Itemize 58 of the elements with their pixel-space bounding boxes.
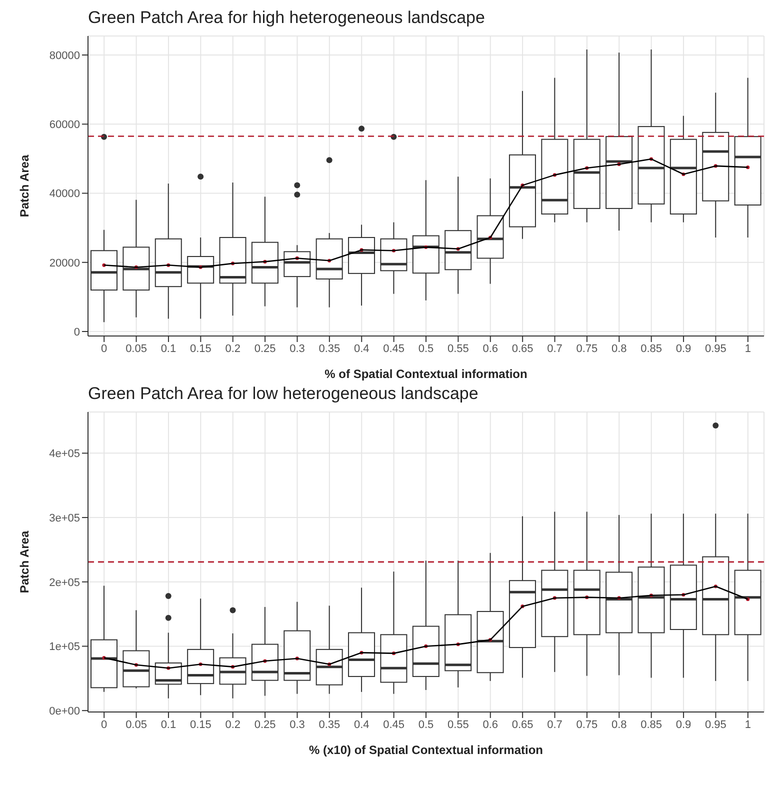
x-tick-label: 0.6 <box>482 342 498 355</box>
x-tick-label: 0.6 <box>482 718 498 731</box>
x-tick-label: 0.75 <box>576 342 598 355</box>
x-tick-label: 1 <box>744 342 751 355</box>
x-tick-label: 0.35 <box>318 718 340 731</box>
x-tick-label: 0 <box>101 342 108 355</box>
x-tick-label: 0 <box>101 718 108 731</box>
y-axis-title: Patch Area <box>17 154 32 218</box>
x-tick-label: 0.4 <box>354 718 370 731</box>
x-tick-label: 0.55 <box>447 718 469 731</box>
x-tick-label: 0.45 <box>383 342 405 355</box>
x-tick-label: 0.1 <box>160 718 176 731</box>
x-tick-label: 0.2 <box>225 718 241 731</box>
y-tick-label: 0 <box>74 326 80 338</box>
x-axis-title: % of Spatial Contextual information <box>324 367 528 381</box>
chart-title: Green Patch Area for low heterogeneous landscape <box>88 384 480 404</box>
x-tick-label: 0.15 <box>190 718 212 731</box>
x-tick-label: 0.9 <box>676 718 692 731</box>
x-tick-label: 0.3 <box>290 342 305 355</box>
x-tick-label: 0.35 <box>318 342 340 355</box>
y-tick-label: 80000 <box>49 50 80 62</box>
x-tick-label: 0.85 <box>640 718 662 731</box>
x-tick-label: 0.7 <box>547 718 562 731</box>
y-tick-label: 40000 <box>49 188 80 200</box>
x-axis-title: % (x10) of Spatial Contextual information <box>308 743 544 757</box>
x-tick-label: 0.15 <box>190 342 212 355</box>
x-tick-label: 0.3 <box>290 718 305 731</box>
y-tick-label: 1e+05 <box>49 641 80 654</box>
x-tick-label: 0.5 <box>418 342 434 355</box>
y-tick-label: 4e+05 <box>49 448 80 460</box>
y-tick-label: 60000 <box>49 119 80 132</box>
x-tick-label: 0.95 <box>705 342 726 355</box>
x-tick-label: 0.4 <box>354 342 370 355</box>
x-tick-label: 0.65 <box>512 342 534 355</box>
y-tick-label: 0e+00 <box>49 705 80 718</box>
x-tick-label: 0.05 <box>126 342 147 355</box>
x-tick-label: 0.7 <box>547 342 562 355</box>
x-tick-label: 0.75 <box>576 718 598 731</box>
chart-title: Green Patch Area for high heterogeneous landscape <box>88 8 486 28</box>
x-tick-label: 0.05 <box>126 718 147 731</box>
x-tick-label: 0.8 <box>611 718 627 731</box>
y-axis-title: Patch Area <box>17 530 32 594</box>
x-tick-label: 0.8 <box>611 342 627 355</box>
x-tick-label: 0.55 <box>447 342 469 355</box>
x-tick-label: 1 <box>744 718 751 731</box>
y-tick-label: 2e+05 <box>49 576 80 589</box>
x-tick-label: 0.5 <box>418 718 434 731</box>
y-tick-label: 20000 <box>49 257 80 270</box>
x-tick-label: 0.1 <box>160 342 176 355</box>
x-tick-label: 0.9 <box>676 342 692 355</box>
x-tick-label: 0.85 <box>640 342 662 355</box>
x-tick-label: 0.65 <box>512 718 534 731</box>
x-tick-label: 0.2 <box>225 342 241 355</box>
x-tick-label: 0.25 <box>254 718 276 731</box>
x-tick-label: 0.25 <box>254 342 276 355</box>
y-tick-label: 3e+05 <box>49 512 80 524</box>
x-tick-label: 0.95 <box>705 718 726 731</box>
x-tick-label: 0.45 <box>383 718 405 731</box>
